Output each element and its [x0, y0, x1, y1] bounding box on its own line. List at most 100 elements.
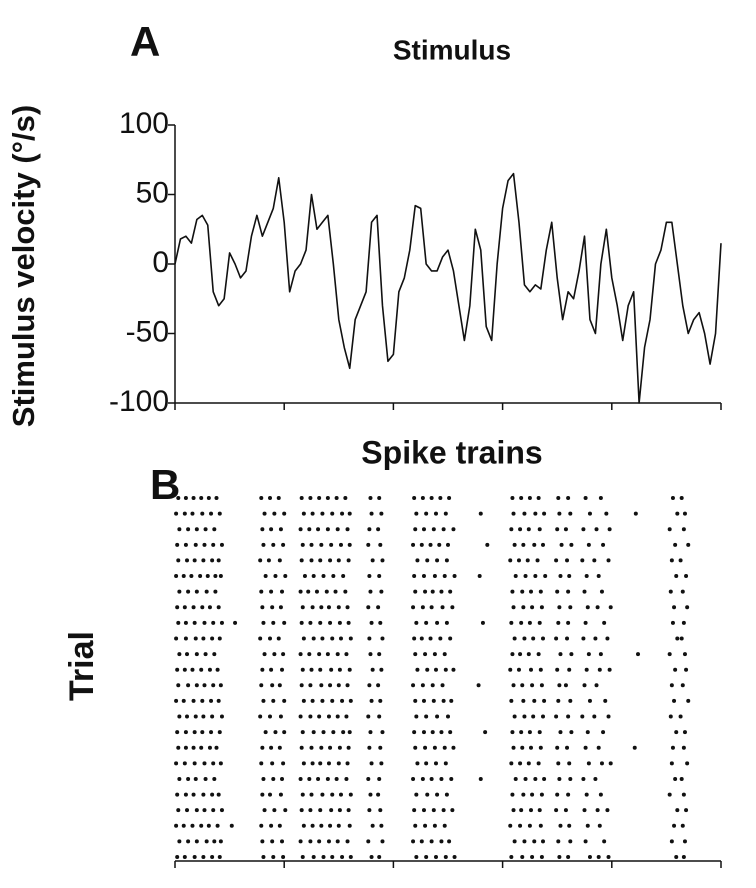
- spike: [557, 605, 562, 610]
- spike: [581, 636, 586, 641]
- spike: [348, 636, 353, 641]
- spike: [278, 792, 283, 797]
- spike: [338, 636, 343, 641]
- spike: [320, 792, 325, 797]
- spike: [367, 527, 372, 532]
- spike: [330, 855, 335, 859]
- spike: [346, 808, 351, 813]
- spike: [335, 714, 340, 719]
- spike: [345, 839, 350, 844]
- spike: [192, 761, 197, 766]
- spike: [263, 730, 268, 735]
- spike: [439, 839, 444, 844]
- spike: [325, 496, 330, 500]
- spike: [345, 527, 350, 532]
- spike: [175, 792, 180, 797]
- spike: [320, 511, 325, 516]
- spike: [681, 620, 686, 625]
- spike: [429, 839, 434, 844]
- spike: [176, 745, 181, 750]
- spike: [433, 855, 438, 859]
- spike: [308, 496, 313, 500]
- spike: [369, 698, 374, 703]
- spike: [429, 605, 434, 610]
- spike: [537, 808, 542, 813]
- spike: [430, 683, 435, 688]
- spike: [520, 855, 525, 859]
- spike: [558, 652, 563, 657]
- spike: [174, 761, 179, 766]
- spike: [682, 511, 687, 516]
- spike: [682, 730, 687, 735]
- spike: [682, 839, 687, 844]
- spike: [186, 776, 191, 781]
- spike: [186, 589, 191, 594]
- spike: [216, 605, 221, 610]
- spike: [528, 667, 533, 672]
- spike: [414, 714, 419, 719]
- spike: [277, 683, 282, 688]
- spike: [175, 667, 180, 672]
- spike: [430, 589, 435, 594]
- spike: [684, 667, 689, 672]
- spike: [532, 542, 537, 547]
- spike: [318, 667, 323, 672]
- spike: [513, 574, 518, 579]
- spike: [217, 511, 222, 516]
- spike: [341, 574, 346, 579]
- spike: [530, 855, 535, 859]
- spike: [674, 855, 679, 859]
- spike: [421, 808, 426, 813]
- spike: [531, 636, 536, 641]
- spike: [348, 792, 353, 797]
- spike: [368, 792, 373, 797]
- spike: [509, 620, 514, 625]
- spike: [686, 698, 691, 703]
- spike: [556, 496, 561, 500]
- spike: [582, 683, 587, 688]
- spike: [380, 730, 385, 735]
- spike: [183, 792, 188, 797]
- spike: [569, 730, 574, 735]
- spike: [444, 620, 449, 625]
- spike: [368, 652, 373, 657]
- spike: [259, 683, 264, 688]
- spike: [200, 698, 205, 703]
- spike: [563, 808, 568, 813]
- spike: [597, 667, 602, 672]
- spike: [447, 496, 452, 500]
- spike: [194, 652, 199, 657]
- y-tick-label: 0: [152, 246, 169, 279]
- spike: [174, 823, 179, 828]
- spike: [270, 839, 275, 844]
- spike: [598, 652, 603, 657]
- spike: [347, 730, 352, 735]
- spike: [556, 761, 561, 766]
- spike: [213, 574, 218, 579]
- spike: [554, 636, 559, 641]
- spike: [568, 839, 573, 844]
- spike: [599, 589, 604, 594]
- spike: [679, 496, 684, 500]
- spike: [593, 636, 598, 641]
- spike: [511, 511, 516, 516]
- spike: [412, 574, 417, 579]
- spike: [319, 823, 324, 828]
- spike: [281, 652, 286, 657]
- spike: [584, 667, 589, 672]
- spike: [308, 808, 313, 813]
- spike: [328, 683, 333, 688]
- spike: [598, 792, 603, 797]
- spike: [583, 496, 588, 500]
- spike: [348, 698, 353, 703]
- spike: [308, 620, 313, 625]
- spike: [309, 667, 314, 672]
- spike: [317, 496, 322, 500]
- spike: [423, 589, 428, 594]
- spike: [300, 855, 305, 859]
- spike: [569, 652, 574, 657]
- spike: [324, 589, 329, 594]
- spike: [298, 652, 303, 657]
- spike: [555, 792, 560, 797]
- spike: [259, 823, 264, 828]
